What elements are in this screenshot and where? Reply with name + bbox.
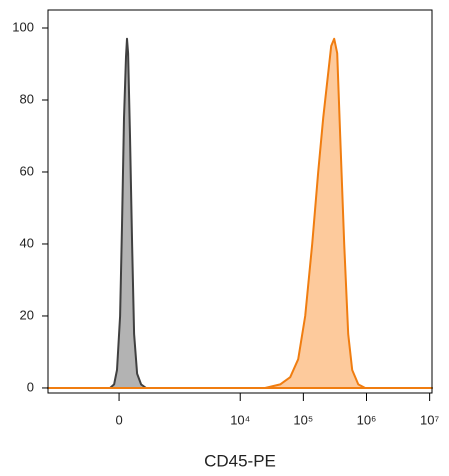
y-tick-label: 40 bbox=[20, 235, 34, 250]
x-axis-label: CD45-PE bbox=[204, 451, 276, 470]
y-tick-label: 0 bbox=[27, 379, 34, 394]
y-tick-label: 80 bbox=[20, 91, 34, 106]
y-tick-label: 20 bbox=[20, 307, 34, 322]
histogram-area bbox=[47, 37, 433, 389]
x-tick-label: 0 bbox=[115, 412, 122, 427]
plot-frame bbox=[47, 9, 433, 394]
y-tick-label: 60 bbox=[20, 163, 34, 178]
histogram-area bbox=[47, 37, 433, 389]
y-tick-label: 100 bbox=[12, 19, 34, 34]
x-tick-label: 10⁴ bbox=[230, 412, 250, 427]
x-tick-label: 10⁵ bbox=[293, 412, 313, 427]
x-tick-label: 10⁷ bbox=[420, 412, 439, 427]
x-tick-label: 10⁶ bbox=[357, 412, 377, 427]
